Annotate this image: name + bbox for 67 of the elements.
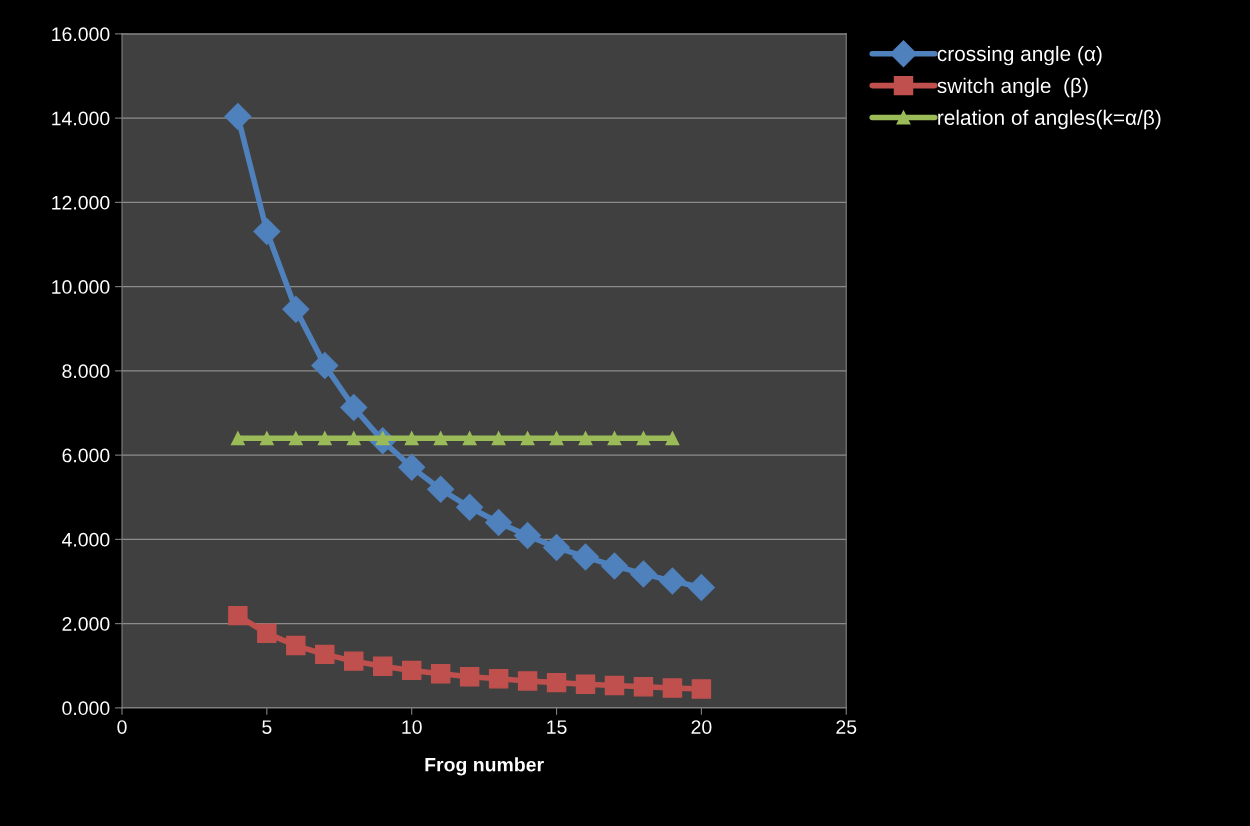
point [687,573,715,601]
point [520,431,535,446]
point [601,552,628,580]
y-tick-label: 4.000 [61,532,110,547]
x-tick-label: 15 [547,720,567,734]
point [311,351,339,379]
point [286,635,306,656]
point [607,431,622,446]
point [665,431,680,446]
point [575,674,596,695]
x-tick-label: 25 [836,720,857,734]
point [288,431,303,446]
point [230,431,245,446]
point [315,644,335,665]
x-axis-title: Frog number [425,757,544,776]
y-tick-label: 2.000 [62,617,110,631]
point [433,431,448,446]
point [459,666,480,687]
point [456,493,484,521]
point [228,605,248,626]
point [346,431,361,446]
point [658,567,686,595]
point [488,669,509,689]
point [514,522,542,550]
legend-label: crossing angle (α) [937,45,1102,66]
y-tick-label: 12.000 [52,195,110,210]
y-tick-label: 6.000 [62,448,110,463]
point [636,431,651,446]
y-tick-label: 16.000 [52,27,110,42]
point [633,677,654,697]
point [629,560,657,588]
legend-label: relation of angles(k=α/β) [938,109,1161,130]
y-tick-label: 8.000 [62,364,110,379]
point [691,679,712,699]
point [257,623,277,644]
legend-label: switch angle (β) [937,77,1088,98]
y-tick-label: 10.000 [52,280,110,294]
point [344,651,364,671]
point [517,671,538,691]
x-tick-label: 20 [691,720,712,734]
y-tick-label: 14.000 [52,111,110,126]
point [282,295,310,323]
point [398,453,426,481]
point [340,394,368,421]
point [427,475,455,503]
point [572,543,599,571]
point [430,664,451,684]
point [546,672,567,693]
x-tick-label: 5 [262,720,272,734]
x-tick-label: 0 [117,720,127,734]
point [491,431,506,446]
x-tick-label: 10 [402,720,422,734]
point [401,660,422,681]
point [549,431,564,446]
point [604,675,625,696]
point [485,509,513,536]
point [578,431,593,446]
point [259,431,274,446]
point [662,678,683,698]
y-tick-label: 0.000 [62,701,110,716]
point [543,533,571,561]
point [404,431,419,446]
point [224,102,252,130]
point [373,656,393,676]
point [317,431,332,446]
point [253,217,281,245]
point [462,431,477,446]
